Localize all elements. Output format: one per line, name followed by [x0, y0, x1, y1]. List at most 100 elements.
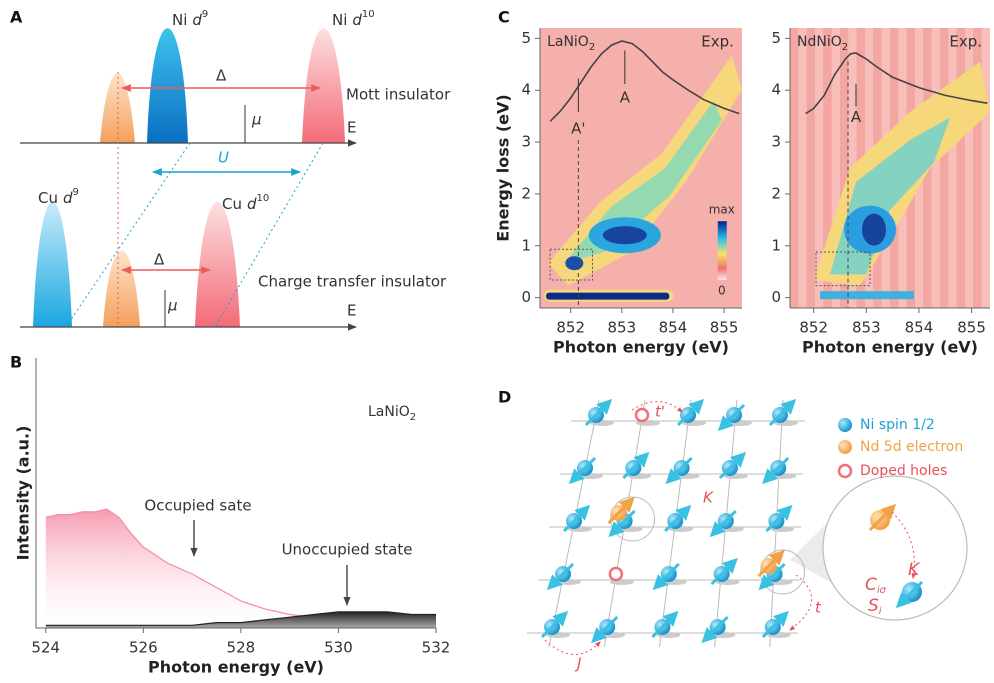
text: d [63, 189, 73, 207]
spin-arrow [768, 398, 797, 427]
series-area [45, 611, 436, 628]
x-tick-label: 528 [227, 639, 256, 657]
spin-arrow [540, 610, 569, 639]
delta-label: Δ [216, 67, 227, 85]
hop-arrow [789, 574, 813, 631]
x-axis-label: Photon energy (eV) [148, 658, 324, 677]
colorbar-label: 0 [718, 284, 726, 298]
y-tick-label: 5 [521, 29, 531, 47]
chart-title: LaNiO2 [368, 404, 416, 423]
text: 10 [362, 9, 375, 20]
text: 9 [202, 9, 208, 20]
colorbar-label: max [709, 203, 735, 217]
spin-arrow [895, 580, 924, 609]
heatmap-stripe [806, 28, 815, 308]
heatmap-stripe [931, 28, 940, 308]
series-line [45, 611, 436, 626]
kondo-label: K [703, 489, 714, 507]
legend-icon [838, 440, 852, 454]
kondo-label: K [908, 560, 921, 580]
y-tick-label: 4 [521, 81, 531, 99]
series-line [549, 40, 740, 122]
spin-arrow [665, 456, 693, 485]
spin-arrow [652, 562, 680, 591]
spin-arrow [664, 504, 692, 533]
hop-label: t' [655, 403, 665, 421]
zoom-circle [822, 475, 968, 621]
panel-label: D [498, 388, 511, 407]
heatmap-region [820, 291, 914, 300]
spin-arrow [757, 549, 785, 578]
annotation: A' [571, 119, 585, 137]
spin-arrow [562, 504, 591, 533]
text: NdNiO [797, 34, 842, 50]
heatmap-stripe [973, 28, 982, 308]
mode-label: Exp. [949, 33, 982, 51]
x-tick-label: 853 [852, 319, 881, 337]
y-tick-label: 4 [771, 81, 781, 99]
x-tick-label: 532 [422, 639, 451, 657]
x-tick-label: 854 [659, 319, 688, 337]
heatmap-region [862, 213, 886, 246]
heatmap-region [602, 226, 647, 245]
y-tick-label: 0 [771, 288, 781, 306]
spin-arrow [762, 456, 790, 485]
mode-label: Exp. [701, 33, 734, 51]
panel-label: A [10, 8, 23, 27]
peak [103, 250, 140, 327]
spin-arrow [761, 610, 789, 639]
coupling-arrow [891, 511, 917, 580]
y-tick-label: 5 [771, 29, 781, 47]
heatmap-stripe [823, 28, 832, 308]
spin-arrow [710, 557, 738, 586]
y-tick-label: 0 [521, 288, 531, 306]
y-tick-label: 3 [771, 133, 781, 151]
heatmap-stripe [840, 28, 849, 308]
heatmap-stripe [798, 28, 807, 308]
legend-icon [838, 418, 852, 432]
x-axis-label: Photon energy (eV) [802, 338, 978, 357]
heatmap-stripe [790, 28, 799, 308]
mu-label: μ [251, 111, 262, 129]
colorbar [717, 221, 727, 280]
x-tick-label: 855 [710, 319, 739, 337]
heatmap-stripe [940, 28, 949, 308]
peak [195, 201, 240, 327]
y-axis-label: Intensity (a.u.) [14, 426, 33, 561]
text: iσ [877, 585, 887, 596]
text: i [879, 606, 882, 617]
annotation: A [620, 89, 631, 107]
text: d [247, 195, 257, 213]
annotation: Occupied sate [144, 497, 251, 515]
chart: max 0 A' A Exp. 852 853 854 855 0 1 2 3 4 5 Photon ener… [494, 8, 742, 357]
spin-arrow [568, 456, 597, 485]
text: Ni [172, 11, 187, 29]
hole [608, 566, 624, 582]
text: LaNiO [368, 404, 410, 420]
c-label: Ciσ [865, 575, 887, 596]
x-tick-label: 852 [556, 319, 585, 337]
peak [302, 28, 345, 143]
spin-arrow [718, 451, 747, 480]
panel-label: C [498, 8, 510, 27]
annotation: A [851, 108, 862, 126]
x-tick-label: 854 [905, 319, 934, 337]
heatmap-stripe [981, 28, 990, 308]
text: LaNiO [547, 34, 589, 50]
spin-arrow [758, 562, 786, 591]
text: 2 [589, 42, 595, 53]
annotation: Unoccupied state [282, 541, 413, 559]
text: 2 [410, 412, 416, 423]
dotted-line [214, 142, 324, 328]
legend-icon [837, 463, 853, 479]
text: 10 [257, 193, 270, 204]
peak [33, 201, 72, 327]
heatmap-stripe [956, 28, 965, 308]
panel-a: A Ni d9 Ni d10 Δ Mott insulator μ E U Cu d9… [10, 8, 451, 331]
heatmap [540, 28, 742, 308]
ct-label: Charge transfer insulator [258, 273, 447, 291]
heatmap-region [546, 292, 670, 300]
heatmap-stripe [965, 28, 974, 308]
